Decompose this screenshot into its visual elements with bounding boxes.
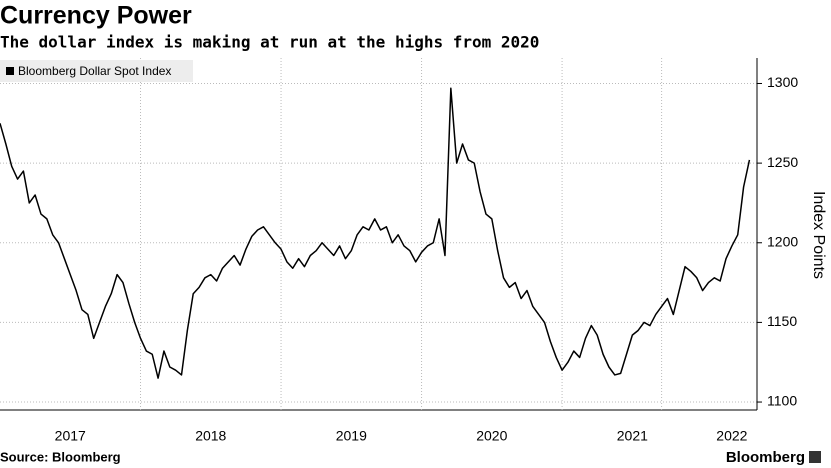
chart-subtitle: The dollar index is making at run at the… bbox=[0, 33, 539, 52]
y-tick-label: 1150 bbox=[767, 313, 797, 329]
x-tick-label: 2019 bbox=[336, 428, 367, 444]
legend-box bbox=[0, 60, 193, 82]
y-tick-label: 1200 bbox=[767, 233, 798, 249]
legend-swatch bbox=[6, 67, 14, 75]
x-tick-label: 2017 bbox=[55, 428, 86, 444]
x-tick-label: 2020 bbox=[476, 428, 507, 444]
brand-icon bbox=[809, 451, 821, 463]
chart-title: Currency Power bbox=[0, 2, 192, 30]
series-line bbox=[0, 87, 751, 379]
x-tick-label: 2021 bbox=[617, 428, 648, 444]
x-tick-label: 2022 bbox=[716, 428, 747, 444]
y-tick-label: 1300 bbox=[767, 74, 798, 90]
y-tick-label: 1250 bbox=[767, 154, 798, 170]
brand-logo: Bloomberg bbox=[726, 449, 805, 466]
y-tick-label: 1100 bbox=[767, 393, 797, 409]
legend-label: Bloomberg Dollar Spot Index bbox=[18, 64, 171, 78]
y-axis-label: Index Points bbox=[810, 191, 827, 279]
source: Source: Bloomberg bbox=[0, 449, 121, 464]
x-tick-label: 2018 bbox=[195, 428, 226, 444]
